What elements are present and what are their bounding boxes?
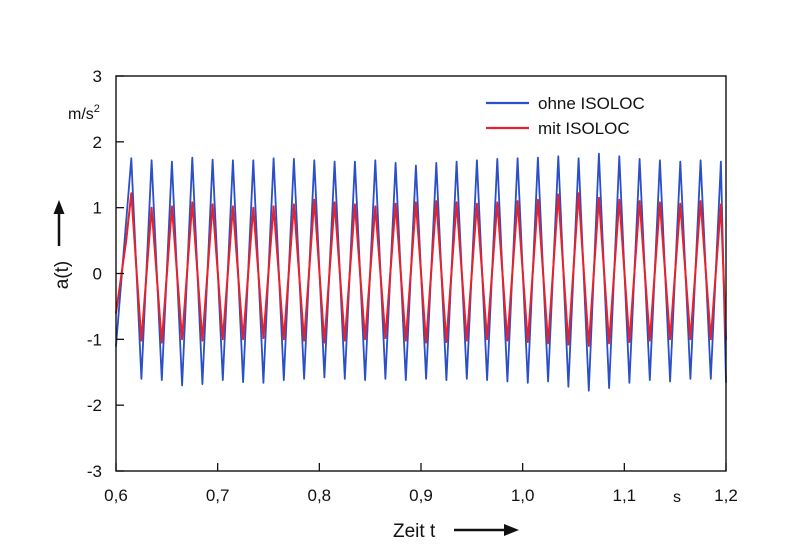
- x-tick-label: 1,0: [511, 486, 535, 505]
- x-tick-label: 1,1: [613, 486, 637, 505]
- legend-label-mit-isoloc: mit ISOLOC: [538, 119, 630, 138]
- x-tick-label: 1,2: [714, 486, 738, 505]
- y-axis-title-text: a(t): [52, 261, 73, 290]
- x-tick-label: 0,7: [206, 486, 230, 505]
- y-tick-label: 2: [93, 133, 102, 152]
- y-unit-base: m/s: [68, 106, 94, 123]
- x-tick-label: 0,6: [104, 486, 128, 505]
- x-axis-title: Zeit t: [393, 521, 436, 542]
- legend: ohne ISOLOC mit ISOLOC: [486, 94, 645, 138]
- y-tick-label: 0: [93, 265, 102, 284]
- ticks-layer: 0,6 0,7 0,8 0,9 1,0 1,1 1,2 -3 -2 -1 0 1 2 3: [87, 67, 738, 505]
- y-tick-label: -1: [87, 330, 102, 349]
- y-tick-label: 1: [93, 199, 102, 218]
- y-unit-label: m/s2: [68, 103, 100, 123]
- legend-label-ohne-isoloc: ohne ISOLOC: [538, 94, 645, 113]
- series-line-mit-isoloc: [115, 192, 727, 347]
- y-tick-label: 3: [93, 67, 102, 86]
- x-tick-label: 0,9: [409, 486, 433, 505]
- series-layer: [115, 152, 727, 392]
- x-tick-label: 0,8: [308, 486, 332, 505]
- y-unit-exponent: 2: [94, 103, 100, 115]
- y-tick-label: -3: [87, 462, 102, 481]
- y-axis-arrow: [53, 200, 65, 246]
- y-tick-label: -2: [87, 396, 102, 415]
- series-line-ohne-isoloc: [115, 152, 727, 392]
- x-axis-arrow: [454, 524, 519, 536]
- y-axis-title: a(t): [52, 261, 73, 290]
- x-unit-label: s: [673, 489, 681, 506]
